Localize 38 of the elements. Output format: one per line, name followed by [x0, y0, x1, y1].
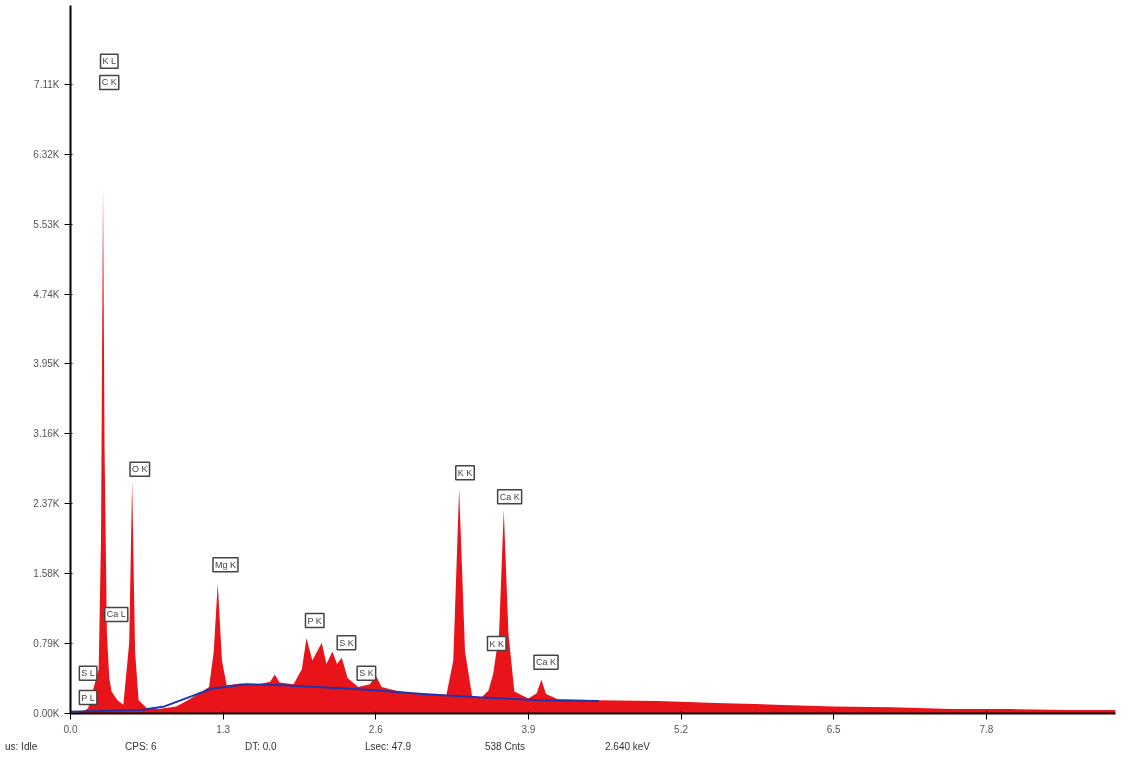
annotation: S K [339, 637, 354, 648]
annotation: S L [81, 668, 95, 679]
y-tick-label: 2.37K [33, 498, 60, 510]
annotation: K K [489, 638, 504, 649]
annotation: P K [307, 615, 322, 626]
text: 2.640 keV [605, 740, 651, 754]
text: CPS: 6 [125, 740, 157, 754]
y-tick-label: 0.79K [33, 638, 60, 650]
y-tick-label: 5.53K [33, 218, 60, 230]
y-tick-label: 4.74K [33, 288, 60, 300]
text: Lsec: 47.9 [365, 740, 412, 754]
x-tick-label: 7.8 [979, 723, 994, 735]
y-tick-label: 7.11K [34, 78, 60, 90]
annotation: K L [102, 56, 117, 67]
x-tick-label: 1.3 [216, 723, 231, 735]
annotation: Mg K [214, 559, 236, 570]
y-tick-label: 0.00K [33, 708, 60, 719]
annotation: O K [132, 464, 148, 475]
annotation: Ca L [106, 609, 126, 620]
annotation: Ca K [536, 657, 557, 668]
text: 538 Cnts [485, 740, 526, 754]
x-tick-label: 2.6 [368, 723, 384, 735]
line-series [70, 683, 600, 713]
x-tick-label: 6.5 [826, 723, 842, 735]
annotation: S K [359, 668, 374, 679]
x-tick-label: 0.0 [63, 723, 78, 735]
y-tick-label: 6.32K [33, 148, 60, 160]
text: DT: 0.0 [245, 740, 277, 754]
y-tick-label: 1.58K [33, 568, 60, 580]
y-tick-label: 3.95K [33, 358, 60, 370]
x-tick-label: 3.9 [521, 723, 536, 735]
annotation: P L [81, 692, 95, 703]
annotation: C K [101, 77, 117, 88]
x-tick-label: 5.2 [674, 723, 689, 735]
annotation: K K [457, 467, 473, 478]
text: us: Idle [5, 740, 38, 754]
y-tick-label: 3.16K [33, 428, 60, 440]
annotation: Ca K [499, 491, 520, 502]
